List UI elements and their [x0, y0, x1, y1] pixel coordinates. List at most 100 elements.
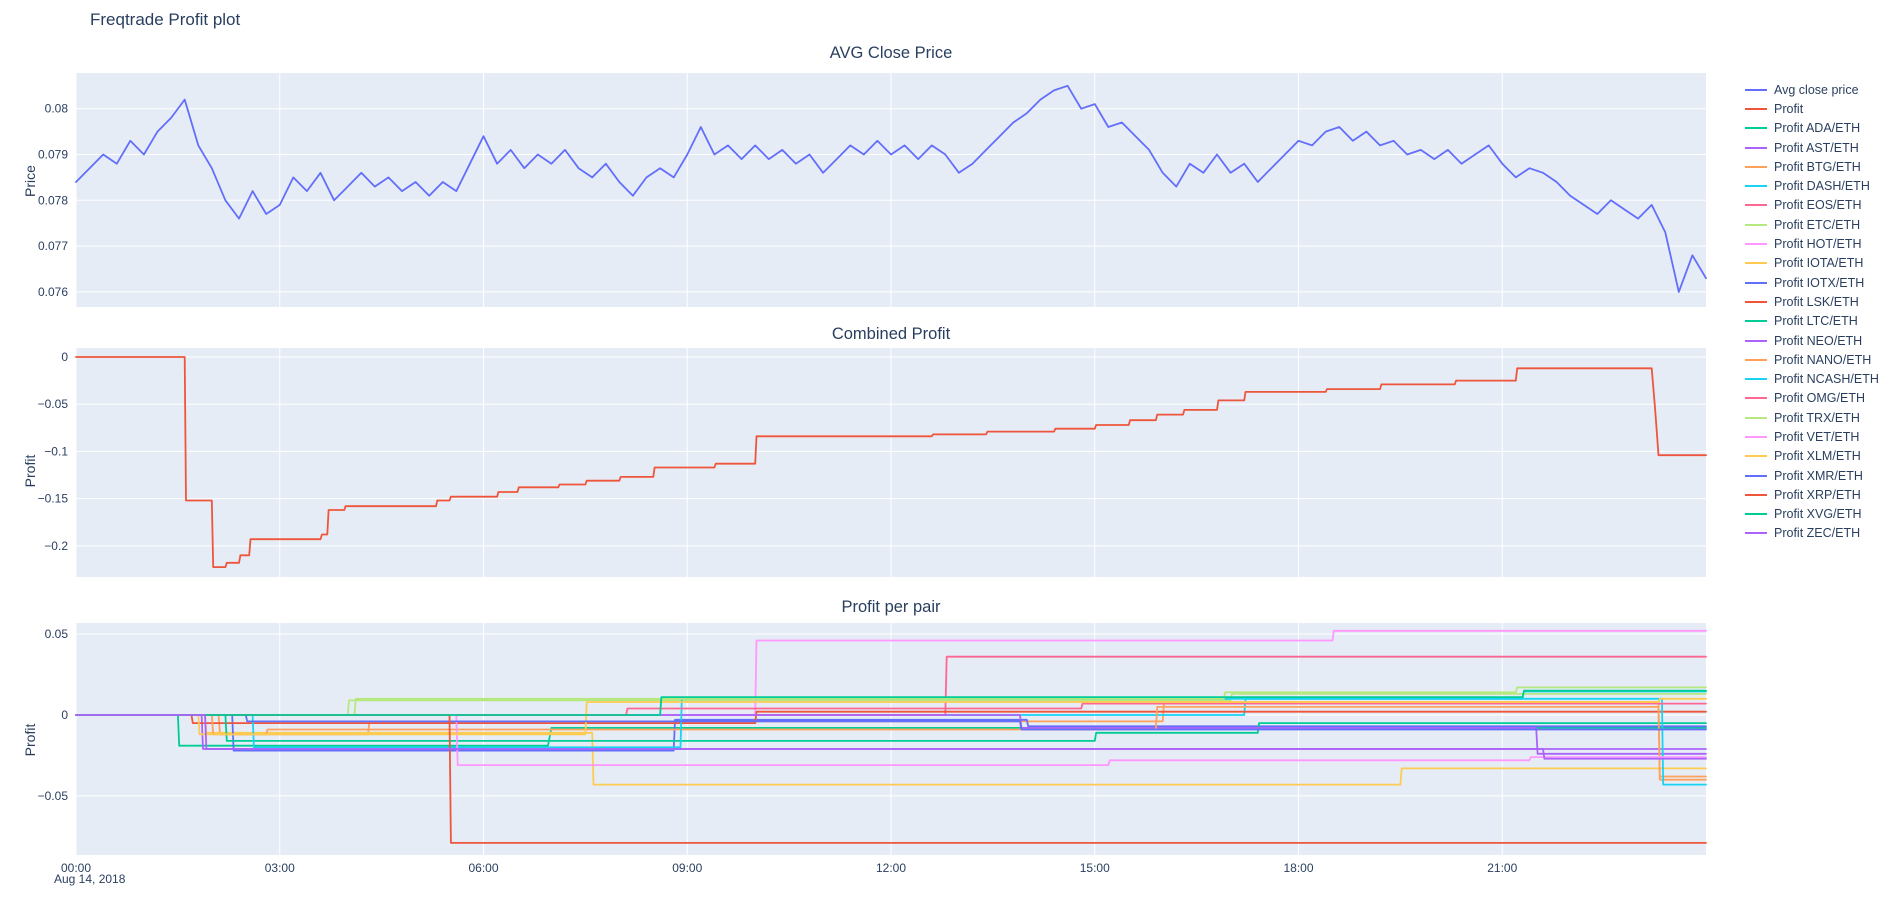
legend-label: Profit BTG/ETH — [1774, 159, 1861, 174]
x-tick-label: 00:00 — [61, 861, 91, 875]
y-tick-label: 0.078 — [38, 193, 68, 207]
legend-label: Profit XVG/ETH — [1774, 507, 1862, 522]
legend-item-profit-zec-eth[interactable]: Profit ZEC/ETH — [1745, 524, 1879, 543]
legend-line-swatch — [1745, 474, 1767, 477]
legend-label: Profit ZEC/ETH — [1774, 526, 1861, 541]
legend-item-profit-btg-eth[interactable]: Profit BTG/ETH — [1745, 157, 1879, 176]
y-tick-label: 0.076 — [38, 285, 68, 299]
legend-label: Profit VET/ETH — [1774, 429, 1860, 444]
legend-item-profit[interactable]: Profit — [1745, 99, 1879, 118]
y-tick-label: 0.077 — [38, 239, 68, 253]
x-tick-label: 15:00 — [1080, 861, 1110, 875]
y-tick-label: −0.15 — [38, 492, 69, 506]
subplot-title-avg-close-price: AVG Close Price — [829, 44, 953, 62]
y-tick-label: 0 — [61, 350, 68, 364]
legend-line-swatch — [1745, 146, 1767, 149]
legend-item-profit-etc-eth[interactable]: Profit ETC/ETH — [1745, 215, 1879, 234]
legend-item-profit-xmr-eth[interactable]: Profit XMR/ETH — [1745, 466, 1879, 485]
legend-line-swatch — [1745, 107, 1767, 110]
legend-label: Profit EOS/ETH — [1774, 198, 1862, 213]
legend-line-swatch — [1745, 185, 1767, 188]
y-tick-label: −0.05 — [38, 789, 69, 803]
legend-item-profit-dash-eth[interactable]: Profit DASH/ETH — [1745, 176, 1879, 195]
x-axis-date-label: Aug 14, 2018 — [54, 872, 126, 886]
legend-label: Profit IOTX/ETH — [1774, 275, 1865, 290]
legend-item-profit-vet-eth[interactable]: Profit VET/ETH — [1745, 427, 1879, 446]
y-tick-label: 0 — [61, 708, 68, 722]
legend-item-profit-ast-eth[interactable]: Profit AST/ETH — [1745, 138, 1879, 157]
legend-label: Profit OMG/ETH — [1774, 391, 1865, 406]
subplot-title-combined-profit: Combined Profit — [831, 325, 951, 343]
legend-item-profit-iota-eth[interactable]: Profit IOTA/ETH — [1745, 254, 1879, 273]
legend-item-avg-close-price[interactable]: Avg close price — [1745, 80, 1879, 99]
legend-label: Profit DASH/ETH — [1774, 179, 1870, 194]
legend-item-profit-hot-eth[interactable]: Profit HOT/ETH — [1745, 234, 1879, 253]
legend-line-swatch — [1745, 532, 1767, 535]
legend-item-profit-iotx-eth[interactable]: Profit IOTX/ETH — [1745, 273, 1879, 292]
x-tick-label: 03:00 — [265, 861, 295, 875]
series-profit-zec-eth — [75, 714, 1707, 760]
legend-label: Profit XLM/ETH — [1774, 449, 1861, 464]
legend-item-profit-xrp-eth[interactable]: Profit XRP/ETH — [1745, 485, 1879, 504]
legend-line-swatch — [1745, 339, 1767, 342]
legend-label: Profit TRX/ETH — [1774, 410, 1860, 425]
legend-label: Profit ETC/ETH — [1774, 217, 1861, 232]
series-profit-xvg-eth — [75, 689, 1707, 716]
legend-line-swatch — [1745, 262, 1767, 265]
legend-line-swatch — [1745, 435, 1767, 438]
series-profit-iotx-eth — [75, 714, 1707, 752]
legend-label: Profit IOTA/ETH — [1774, 256, 1864, 271]
legend-line-swatch — [1745, 320, 1767, 323]
y-tick-label: 0.08 — [45, 102, 69, 116]
legend-line-swatch — [1745, 397, 1767, 400]
legend-label: Profit ADA/ETH — [1774, 121, 1861, 136]
legend-label: Profit HOT/ETH — [1774, 237, 1862, 252]
legend-item-profit-neo-eth[interactable]: Profit NEO/ETH — [1745, 331, 1879, 350]
x-tick-label: 06:00 — [468, 861, 498, 875]
legend-item-profit-eos-eth[interactable]: Profit EOS/ETH — [1745, 196, 1879, 215]
x-tick-label: 18:00 — [1283, 861, 1313, 875]
legend-item-profit-xlm-eth[interactable]: Profit XLM/ETH — [1745, 447, 1879, 466]
avg-close-price-plot[interactable]: 0.076 0.077 0.078 0.079 0.08 — [0, 73, 1896, 307]
legend-line-swatch — [1745, 204, 1767, 207]
legend-item-profit-trx-eth[interactable]: Profit TRX/ETH — [1745, 408, 1879, 427]
series-profit-nano-eth — [75, 706, 1707, 778]
legend: Avg close price Profit Profit ADA/ETH Profi… — [1745, 80, 1879, 543]
legend-line-swatch — [1745, 300, 1767, 303]
y-tick-label: −0.05 — [38, 397, 69, 411]
legend-item-profit-ada-eth[interactable]: Profit ADA/ETH — [1745, 119, 1879, 138]
legend-item-profit-nano-eth[interactable]: Profit NANO/ETH — [1745, 350, 1879, 369]
series-avg-close-price — [75, 84, 1707, 293]
page-title: Freqtrade Profit plot — [90, 10, 241, 29]
legend-label: Profit XMR/ETH — [1774, 468, 1863, 483]
legend-label: Profit XRP/ETH — [1774, 487, 1861, 502]
series-profit-ltc-eth — [75, 714, 1707, 742]
legend-item-profit-ltc-eth[interactable]: Profit LTC/ETH — [1745, 312, 1879, 331]
legend-item-profit-xvg-eth[interactable]: Profit XVG/ETH — [1745, 505, 1879, 524]
x-tick-label: 21:00 — [1487, 861, 1517, 875]
legend-line-swatch — [1745, 165, 1767, 168]
legend-label: Profit — [1774, 101, 1804, 116]
legend-item-profit-omg-eth[interactable]: Profit OMG/ETH — [1745, 389, 1879, 408]
legend-label: Profit NANO/ETH — [1774, 352, 1872, 367]
legend-label: Profit LSK/ETH — [1774, 294, 1859, 309]
legend-line-swatch — [1745, 243, 1767, 246]
legend-item-profit-lsk-eth[interactable]: Profit LSK/ETH — [1745, 292, 1879, 311]
subplot-title-profit-per-pair: Profit per pair — [841, 598, 941, 616]
legend-line-swatch — [1745, 493, 1767, 496]
legend-label: Profit AST/ETH — [1774, 140, 1859, 155]
legend-item-profit-ncash-eth[interactable]: Profit NCASH/ETH — [1745, 369, 1879, 388]
legend-line-swatch — [1745, 88, 1767, 91]
legend-line-swatch — [1745, 127, 1767, 130]
x-tick-label: 12:00 — [876, 861, 906, 875]
legend-line-swatch — [1745, 223, 1767, 226]
legend-label: Profit NEO/ETH — [1774, 333, 1863, 348]
combined-profit-plot[interactable]: −0.2 −0.15 −0.1 −0.05 0 — [0, 348, 1896, 577]
series-profit-ncash-eth — [75, 697, 1707, 786]
profit-per-pair-plot[interactable]: −0.05 0 0.05 00:00 03:00 06:00 09:00 12:00 15:00… — [0, 623, 1896, 895]
legend-label: Avg close price — [1774, 82, 1859, 97]
legend-line-swatch — [1745, 455, 1767, 458]
legend-line-swatch — [1745, 358, 1767, 361]
y-tick-label: 0.079 — [38, 148, 68, 162]
series-profit-neo-eth — [75, 714, 1707, 755]
